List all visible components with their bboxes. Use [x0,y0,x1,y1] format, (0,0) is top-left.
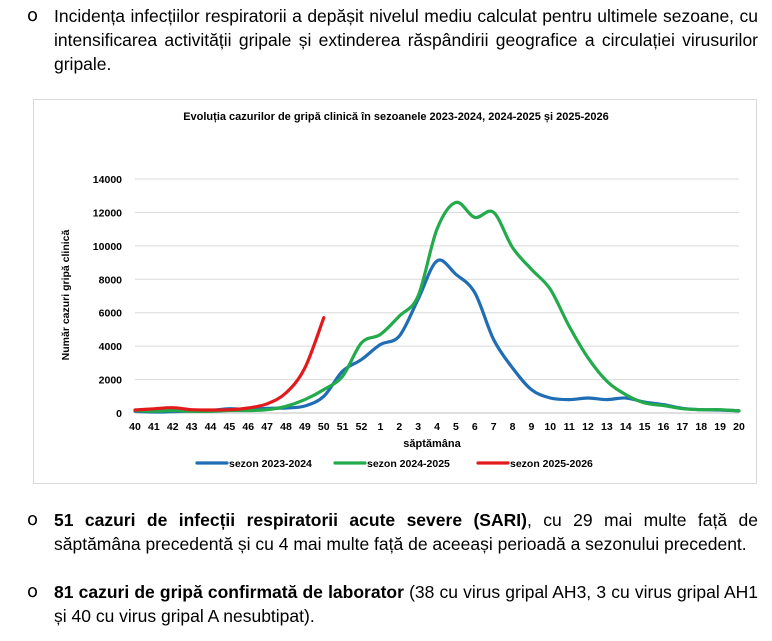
y-tick-label: 6000 [99,308,123,320]
x-tick-label: 5 [453,421,459,433]
lab-confirmed-bold: 81 cazuri de gripă confirmată de laborat… [54,582,404,602]
chart-frame: Evoluția cazurilor de gripă clinică în s… [33,99,757,484]
x-tick-label: 49 [299,421,311,433]
x-tick-label: 41 [148,421,160,433]
x-tick-label: 17 [677,421,689,433]
y-tick-label: 12000 [93,207,122,219]
x-tick-label: 47 [261,421,273,433]
series-line-2 [133,316,326,412]
bullet-marker: o [27,5,39,26]
x-tick-label: 43 [186,421,198,433]
y-tick-label: 14000 [93,174,122,186]
sari-detail: , cu 29 mai multe față de săptămâna prec… [54,510,758,554]
x-tick-label: 42 [167,421,179,433]
x-tick-label: 4 [434,421,440,433]
legend-label: sezon 2025-2026 [510,458,593,470]
x-tick-label: 18 [695,421,707,433]
x-tick-label: 45 [224,421,236,433]
bullet-marker: o [27,509,39,530]
y-tick-label: 4000 [99,341,123,353]
x-tick-label: 13 [601,421,613,433]
bullet-second-text: 51 cazuri de infecții respiratorii acute… [54,508,758,556]
bullet-third-text: 81 cazuri de gripă confirmată de laborat… [54,580,758,628]
x-tick-label: 48 [280,421,292,433]
x-tick-label: 52 [356,421,368,433]
x-tick-label: 10 [544,421,556,433]
bullet-first-text: Incidența infecțiilor respiratorii a dep… [54,6,758,74]
y-tick-label: 8000 [99,274,123,286]
x-tick-label: 8 [510,421,516,433]
y-axis-label: Număr cazuri gripă clinică [60,229,72,360]
series-line-0 [133,258,741,414]
x-tick-label: 7 [491,421,497,433]
legend-label: sezon 2023-2024 [229,458,312,470]
x-tick-label: 51 [337,421,349,433]
x-tick-label: 50 [318,421,330,433]
bullet-marker: o [27,581,39,602]
x-tick-label: 3 [415,421,421,433]
sari-count-bold: 51 cazuri de infecții respiratorii acute… [54,510,527,530]
y-tick-label: 0 [116,408,122,420]
legend-label: sezon 2024-2025 [367,458,450,470]
x-tick-label: 11 [564,421,575,433]
y-tick-label: 10000 [93,241,122,253]
y-tick-label: 2000 [99,375,123,387]
x-tick-label: 19 [714,421,726,433]
x-tick-label: 6 [472,421,478,433]
x-tick-label: 9 [528,421,534,433]
x-tick-label: 46 [242,421,254,433]
x-tick-label: 20 [733,421,745,433]
x-axis-label: săptămâna [403,438,461,450]
x-tick-label: 44 [205,421,217,433]
x-tick-label: 14 [620,421,632,433]
x-tick-label: 2 [396,421,402,433]
x-tick-label: 1 [377,421,383,433]
x-tick-label: 16 [658,421,670,433]
x-tick-label: 12 [582,421,594,433]
x-tick-label: 15 [639,421,651,433]
chart-title: Evoluția cazurilor de gripă clinică în s… [183,111,609,123]
chart-svg: Evoluția cazurilor de gripă clinică în s… [60,111,745,470]
x-tick-label: 40 [129,421,141,433]
lab-confirmed-detail: (38 cu virus gripal AH3, 3 cu virus grip… [54,582,758,626]
